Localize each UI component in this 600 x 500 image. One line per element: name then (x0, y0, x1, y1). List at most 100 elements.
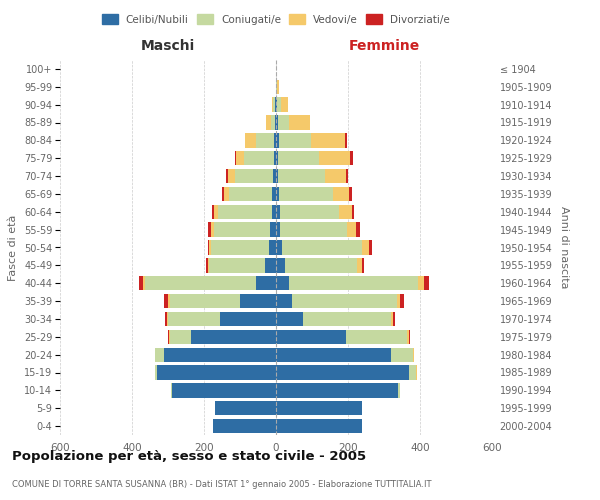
Bar (269, 240, 276, 254)
Bar (275, 116, 276, 130)
Bar (172, 383, 276, 398)
Bar (256, 276, 276, 290)
Bar (211, 222, 214, 237)
Bar (276, 204, 280, 219)
Bar (209, 258, 265, 272)
Bar (224, 187, 229, 201)
Bar (215, 401, 276, 415)
Bar (303, 312, 391, 326)
Bar (245, 133, 256, 148)
Bar (424, 276, 429, 290)
Bar (347, 222, 356, 237)
Text: Maschi: Maschi (141, 39, 195, 53)
Bar (276, 401, 362, 415)
Bar (339, 204, 352, 219)
Text: Popolazione per età, sesso e stato civile - 2005: Popolazione per età, sesso e stato civil… (12, 450, 366, 463)
Bar (391, 312, 393, 326)
Text: COMUNE DI TORRE SANTA SUSANNA (BR) - Dati ISTAT 1° gennaio 2005 - Elaborazione T: COMUNE DI TORRE SANTA SUSANNA (BR) - Dat… (12, 480, 431, 489)
Bar (280, 222, 347, 237)
Bar (165, 312, 167, 326)
Bar (346, 133, 347, 148)
Bar (208, 222, 211, 237)
Bar (276, 222, 280, 237)
Bar (276, 276, 289, 290)
Bar (168, 294, 170, 308)
Legend: Celibi/Nubili, Coniugati/e, Vedovi/e, Divorziati/e: Celibi/Nubili, Coniugati/e, Vedovi/e, Di… (98, 10, 454, 29)
Bar (206, 258, 208, 272)
Bar (209, 240, 211, 254)
Bar (400, 294, 404, 308)
Bar (208, 240, 209, 254)
Bar (269, 222, 276, 237)
Bar (274, 98, 275, 112)
Bar (272, 187, 276, 201)
Bar (276, 98, 277, 112)
Bar (211, 240, 269, 254)
Bar (167, 312, 168, 326)
Bar (157, 366, 276, 380)
Bar (276, 330, 346, 344)
Y-axis label: Anni di nascita: Anni di nascita (559, 206, 569, 289)
Bar (276, 419, 362, 433)
Bar (164, 348, 276, 362)
Bar (276, 169, 278, 183)
Bar (279, 187, 333, 201)
Bar (409, 366, 416, 380)
Bar (398, 383, 400, 398)
Bar (276, 187, 279, 201)
Bar (333, 187, 349, 201)
Bar (265, 258, 276, 272)
Bar (278, 151, 319, 166)
Bar (226, 169, 228, 183)
Bar (236, 151, 244, 166)
Bar (244, 151, 274, 166)
Bar (222, 187, 224, 201)
Bar (357, 258, 362, 272)
Text: Femmine: Femmine (349, 39, 419, 53)
Bar (362, 258, 364, 272)
Bar (276, 133, 279, 148)
Bar (145, 276, 256, 290)
Bar (218, 204, 272, 219)
Bar (272, 204, 276, 219)
Bar (266, 116, 271, 130)
Bar (274, 151, 276, 166)
Bar (155, 348, 164, 362)
Bar (276, 348, 391, 362)
Bar (229, 187, 272, 201)
Bar (143, 276, 145, 290)
Bar (278, 116, 289, 130)
Bar (418, 276, 424, 290)
Bar (276, 151, 278, 166)
Bar (213, 419, 276, 433)
Bar (170, 294, 240, 308)
Bar (391, 348, 413, 362)
Bar (416, 366, 417, 380)
Bar (325, 169, 346, 183)
Bar (274, 133, 276, 148)
Bar (311, 133, 346, 148)
Bar (278, 169, 325, 183)
Bar (319, 151, 350, 166)
Bar (214, 204, 218, 219)
Bar (369, 240, 372, 254)
Bar (281, 98, 288, 112)
Bar (276, 312, 303, 326)
Bar (346, 330, 407, 344)
Bar (240, 294, 276, 308)
Bar (276, 116, 278, 130)
Bar (276, 294, 292, 308)
Bar (169, 330, 170, 344)
Bar (409, 330, 410, 344)
Bar (273, 169, 276, 183)
Bar (413, 348, 414, 362)
Bar (171, 383, 172, 398)
Bar (272, 98, 274, 112)
Bar (279, 133, 311, 148)
Bar (214, 222, 269, 237)
Bar (397, 294, 400, 308)
Bar (289, 276, 418, 290)
Bar (352, 204, 355, 219)
Bar (407, 330, 409, 344)
Bar (276, 383, 398, 398)
